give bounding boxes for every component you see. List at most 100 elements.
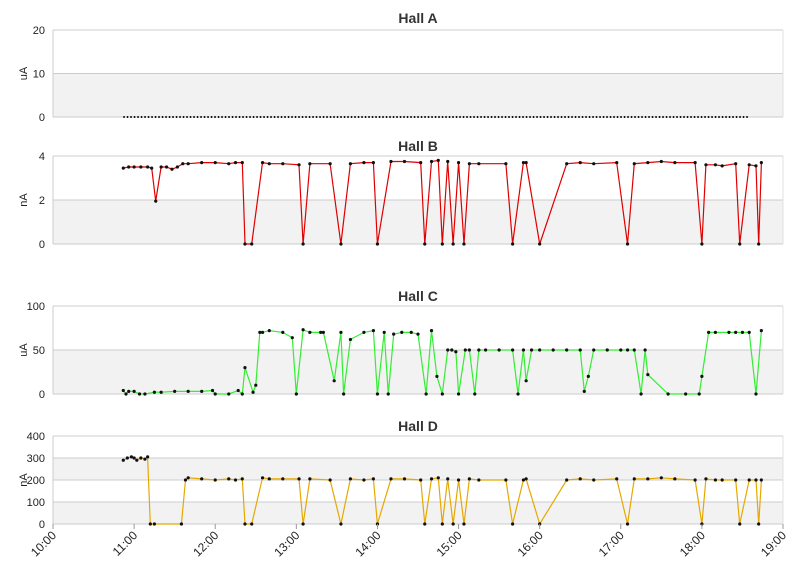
plot-band xyxy=(53,73,783,117)
data-point xyxy=(467,477,471,481)
data-point xyxy=(700,374,704,378)
y-tick-label: 4 xyxy=(39,151,45,163)
data-point xyxy=(592,162,596,166)
plot-band xyxy=(53,306,783,350)
data-point xyxy=(409,330,413,334)
data-point xyxy=(164,165,169,169)
data-point xyxy=(183,478,188,482)
data-point xyxy=(759,161,763,165)
data-point xyxy=(139,165,143,169)
data-point xyxy=(435,374,439,378)
data-point xyxy=(332,379,336,383)
data-point xyxy=(339,522,343,526)
data-point xyxy=(734,330,738,334)
data-point xyxy=(747,163,751,167)
data-point xyxy=(146,165,150,169)
data-point xyxy=(319,330,323,334)
y-axis-label: uA xyxy=(18,343,30,357)
plot-band xyxy=(53,480,783,502)
data-point xyxy=(578,161,582,165)
data-point xyxy=(424,392,428,396)
data-point xyxy=(240,477,244,481)
plot-band xyxy=(53,458,783,480)
data-point xyxy=(186,476,190,480)
data-point xyxy=(308,330,312,334)
data-point xyxy=(462,522,466,526)
data-point xyxy=(150,166,154,170)
data-point xyxy=(565,162,569,166)
data-point xyxy=(179,522,184,526)
data-point xyxy=(740,330,745,334)
x-tick-label: 16:00 xyxy=(515,528,546,559)
data-point xyxy=(625,348,630,352)
data-point xyxy=(281,477,285,481)
data-point xyxy=(308,162,312,166)
data-point xyxy=(297,477,301,481)
plot-band xyxy=(53,436,783,458)
data-point xyxy=(143,392,147,396)
data-point xyxy=(524,379,528,383)
panel-title: Hall C xyxy=(398,288,438,304)
data-point xyxy=(159,165,163,169)
data-point xyxy=(258,330,262,334)
data-point xyxy=(619,348,623,352)
data-point xyxy=(754,164,758,168)
data-point xyxy=(659,159,663,164)
series-line xyxy=(123,159,762,245)
data-point xyxy=(454,350,458,354)
data-point xyxy=(186,389,190,393)
data-point xyxy=(450,348,454,352)
data-point xyxy=(429,477,434,481)
data-point xyxy=(251,390,255,394)
data-point xyxy=(578,477,582,481)
data-point xyxy=(615,477,619,481)
data-point xyxy=(297,163,301,167)
data-point xyxy=(371,161,375,165)
data-point xyxy=(693,478,697,482)
data-point xyxy=(632,348,636,352)
x-tick-label: 15:00 xyxy=(434,528,465,559)
data-point xyxy=(250,242,254,246)
data-point xyxy=(281,330,285,334)
x-tick-label: 11:00 xyxy=(110,528,141,559)
data-point xyxy=(693,161,697,165)
data-point xyxy=(260,476,265,480)
x-tick-label: 19:00 xyxy=(758,528,789,559)
data-point xyxy=(227,477,231,481)
data-point xyxy=(757,242,761,246)
data-point xyxy=(267,329,271,333)
data-point xyxy=(605,348,609,352)
data-point xyxy=(213,161,217,165)
data-point xyxy=(121,388,125,393)
data-point xyxy=(240,392,244,396)
panel-title: Hall A xyxy=(398,10,437,26)
data-point xyxy=(290,336,294,340)
data-point xyxy=(646,373,650,377)
data-point xyxy=(240,161,244,165)
data-point xyxy=(243,242,247,246)
data-point xyxy=(754,392,758,396)
data-point xyxy=(170,167,174,171)
data-point xyxy=(707,330,711,334)
data-point xyxy=(632,477,636,481)
data-point xyxy=(186,162,190,166)
data-point xyxy=(704,163,708,167)
data-point xyxy=(389,477,393,481)
data-point xyxy=(456,161,461,165)
data-point xyxy=(328,478,332,482)
data-point xyxy=(483,348,488,352)
y-tick-label: 300 xyxy=(27,453,45,465)
data-point xyxy=(511,522,515,526)
data-point xyxy=(451,522,455,526)
data-point xyxy=(738,522,742,526)
data-point xyxy=(137,392,142,396)
data-point xyxy=(402,477,407,481)
data-point xyxy=(511,242,515,246)
data-point xyxy=(659,476,663,480)
data-point xyxy=(586,374,590,378)
data-point xyxy=(213,478,217,482)
data-point xyxy=(233,478,238,482)
data-point xyxy=(646,161,650,165)
